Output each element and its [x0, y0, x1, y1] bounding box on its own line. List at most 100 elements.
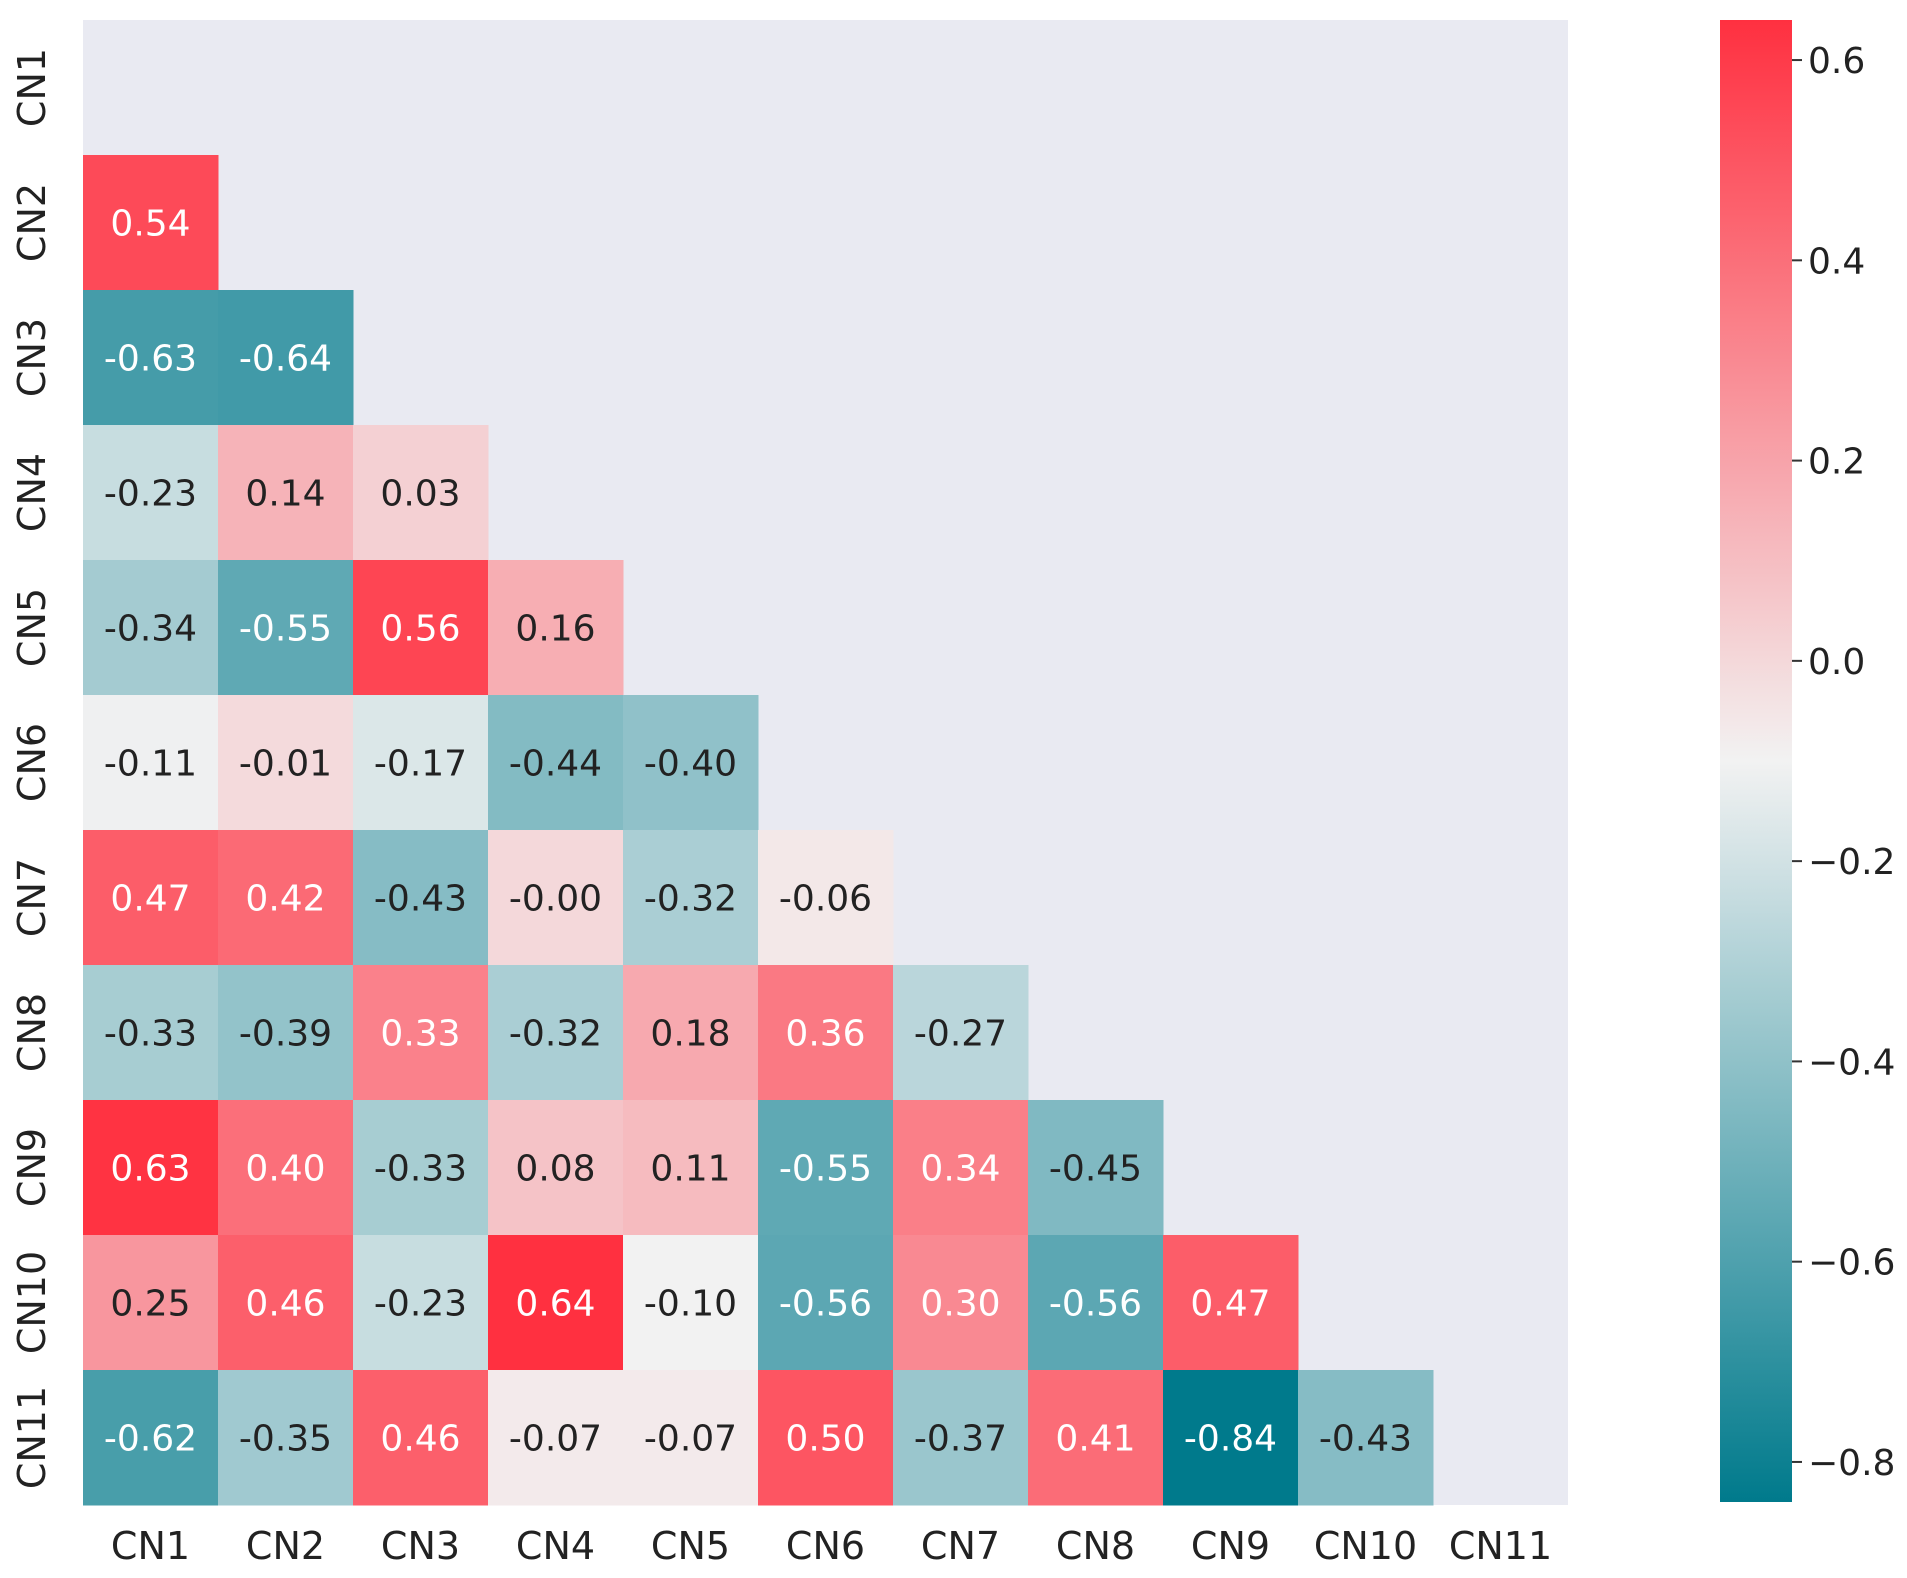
y-axis-labels: CN1 CN2 CN3 CN4 CN5 CN6 CN7 CN8 CN9 CN10 CN11: [10, 48, 54, 1489]
heatmap-cell-cn10-cn2: [218, 1235, 354, 1371]
heatmap-cell-cn7-cn6: [758, 830, 894, 966]
heatmap-cell-cn8-cn6: [758, 965, 894, 1101]
y-tick-label-cn11: CN11: [10, 1386, 54, 1489]
x-tick-label-cn3: CN3: [381, 1524, 460, 1568]
cell-value-label: -0.32: [644, 879, 737, 920]
heatmap-cell-cn9-cn6: [758, 1100, 894, 1236]
cell-value-label: 0.36: [785, 1014, 865, 1055]
y-tick-label-cn1: CN1: [10, 48, 54, 127]
heatmap-cell-cn11-cn4: [488, 1370, 624, 1506]
cell-value-label: 0.50: [785, 1419, 865, 1460]
x-tick-label-cn10: CN10: [1314, 1524, 1417, 1568]
cell-value-label: -0.43: [1319, 1419, 1412, 1460]
cell-value-label: 0.14: [245, 474, 325, 515]
colorbar-tick-label: 0.4: [1808, 241, 1865, 282]
cell-value-label: 0.25: [110, 1284, 190, 1325]
cell-value-label: -0.43: [374, 879, 467, 920]
cell-value-label: -0.35: [239, 1419, 332, 1460]
heatmap-cell-cn11-cn2: [218, 1370, 354, 1506]
heatmap-cell-cn10-cn1: [83, 1235, 219, 1371]
cell-value-label: -0.84: [1184, 1419, 1277, 1460]
cell-value-label: 0.34: [920, 1149, 1000, 1190]
cell-value-label: -0.33: [374, 1149, 467, 1190]
heatmap-cell-cn6-cn1: [83, 695, 219, 831]
cell-value-label: 0.42: [245, 879, 325, 920]
x-axis-labels: CN1 CN2 CN3 CN4 CN5 CN6 CN7 CN8 CN9 CN10 CN11: [111, 1524, 1552, 1568]
cell-value-label: -0.62: [104, 1419, 197, 1460]
cell-value-label: -0.23: [104, 474, 197, 515]
heatmap-cell-cn7-cn1: [83, 830, 219, 966]
cell-value-label: -0.63: [104, 339, 197, 380]
cell-value-label: -0.56: [779, 1284, 872, 1325]
heatmap-cell-cn8-cn3: [353, 965, 489, 1101]
heatmap-cell-cn6-cn3: [353, 695, 489, 831]
heatmap-cell-cn11-cn3: [353, 1370, 489, 1506]
heatmap-cell-cn10-cn3: [353, 1235, 489, 1371]
heatmap-cell-cn8-cn1: [83, 965, 219, 1101]
cell-value-label: -0.07: [644, 1419, 737, 1460]
cell-value-label: 0.08: [515, 1149, 595, 1190]
cell-value-label: -0.56: [1049, 1284, 1142, 1325]
cell-value-label: -0.34: [104, 609, 197, 650]
cell-value-label: 0.63: [110, 1149, 190, 1190]
cell-value-label: -0.27: [914, 1014, 1007, 1055]
heatmap-cell-cn3-cn1: [83, 290, 219, 426]
heatmap-cell-cn9-cn7: [893, 1100, 1029, 1236]
cell-value-label: -0.11: [104, 744, 197, 785]
x-tick-label-cn4: CN4: [516, 1524, 595, 1568]
heatmap-cell-cn11-cn6: [758, 1370, 894, 1506]
cell-value-label: 0.64: [515, 1284, 595, 1325]
y-tick-label-cn10: CN10: [10, 1251, 54, 1354]
heatmap-cell-cn4-cn2: [218, 425, 354, 561]
cell-value-label: -0.01: [239, 744, 332, 785]
cell-value-label: 0.41: [1055, 1419, 1135, 1460]
cell-value-label: 0.11: [650, 1149, 730, 1190]
cell-value-label: 0.40: [245, 1149, 325, 1190]
colorbar-tick-label: −0.6: [1808, 1243, 1895, 1284]
heatmap-cell-cn4-cn1: [83, 425, 219, 561]
heatmap-cell-cn10-cn5: [623, 1235, 759, 1371]
cell-value-label: 0.16: [515, 609, 595, 650]
cell-value-label: 0.30: [920, 1284, 1000, 1325]
heatmap-cell-cn8-cn2: [218, 965, 354, 1101]
cell-value-label: 0.47: [1190, 1284, 1270, 1325]
heatmap-cell-cn11-cn9: [1163, 1370, 1299, 1506]
colorbar-ticks: 0.6 0.4 0.2 0.0 −0.2 −0.4 −0.6 −0.8: [1792, 41, 1895, 1484]
y-tick-label-cn2: CN2: [10, 183, 54, 262]
heatmap-cell-cn8-cn4: [488, 965, 624, 1101]
heatmap-cell-cn10-cn7: [893, 1235, 1029, 1371]
heatmap-cell-cn6-cn4: [488, 695, 624, 831]
cell-value-label: -0.33: [104, 1014, 197, 1055]
x-tick-label-cn6: CN6: [786, 1524, 865, 1568]
cell-value-label: -0.32: [509, 1014, 602, 1055]
heatmap-cell-cn9-cn3: [353, 1100, 489, 1236]
heatmap-cell-cn11-cn10: [1298, 1370, 1434, 1506]
cell-value-label: 0.33: [380, 1014, 460, 1055]
heatmap-cell-cn5-cn3: [353, 560, 489, 696]
y-tick-label-cn5: CN5: [10, 588, 54, 667]
heatmap-cell-cn8-cn7: [893, 965, 1029, 1101]
cell-value-label: 0.56: [380, 609, 460, 650]
x-tick-label-cn8: CN8: [1056, 1524, 1135, 1568]
heatmap-cell-cn6-cn5: [623, 695, 759, 831]
x-tick-label-cn1: CN1: [111, 1524, 190, 1568]
heatmap-cell-cn11-cn7: [893, 1370, 1029, 1506]
colorbar-tick-label: 0.6: [1808, 41, 1865, 82]
y-tick-label-cn7: CN7: [10, 858, 54, 937]
y-tick-label-cn4: CN4: [10, 453, 54, 532]
cell-value-label: -0.23: [374, 1284, 467, 1325]
heatmap-cell-cn7-cn5: [623, 830, 759, 966]
heatmap-cell-cn11-cn8: [1028, 1370, 1164, 1506]
heatmap-cell-cn11-cn1: [83, 1370, 219, 1506]
y-tick-label-cn9: CN9: [10, 1128, 54, 1207]
cell-value-label: -0.10: [644, 1284, 737, 1325]
colorbar: 0.6 0.4 0.2 0.0 −0.2 −0.4 −0.6 −0.8: [1720, 20, 1895, 1502]
cell-value-label: 0.46: [245, 1284, 325, 1325]
cell-value-label: -0.37: [914, 1419, 1007, 1460]
heatmap-cell-cn9-cn5: [623, 1100, 759, 1236]
cell-value-label: -0.17: [374, 744, 467, 785]
x-tick-label-cn9: CN9: [1191, 1524, 1270, 1568]
heatmap-cell-cn9-cn8: [1028, 1100, 1164, 1236]
x-tick-label-cn5: CN5: [651, 1524, 730, 1568]
y-tick-label-cn6: CN6: [10, 723, 54, 802]
